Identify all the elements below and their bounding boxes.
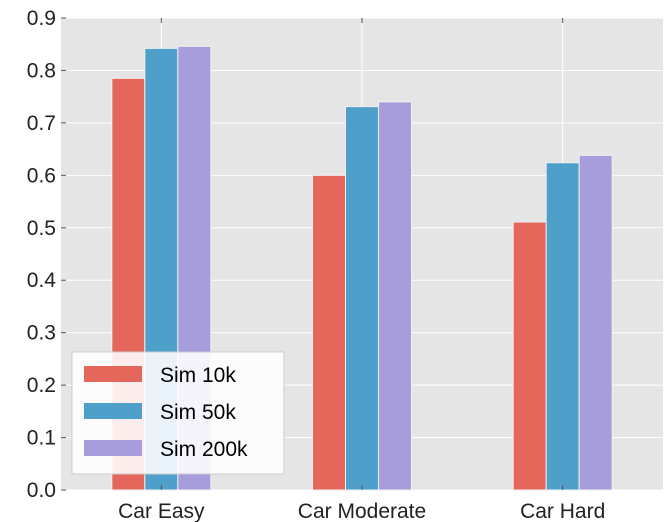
y-tick-label: 0.1 [27,427,56,450]
y-tick-label: 0.4 [27,269,57,292]
bar-sim-200k-1 [378,101,412,491]
y-tick-label: 0.6 [27,164,56,187]
x-tick-label: Car Moderate [298,500,426,522]
bar-sim-10k-2 [512,221,547,491]
legend-label: Sim 200k [160,438,248,461]
bar-sim-50k-1 [345,106,379,491]
legend-swatch [84,440,142,456]
legend-swatch [84,403,142,419]
x-axis: Car Easy Car Moderate Car Hard [118,18,605,522]
bar-sim-200k-2 [578,154,613,491]
y-tick-label: 0.8 [27,59,56,82]
y-tick-label: 0.7 [27,112,56,135]
bar-sim-10k-1 [312,174,346,491]
legend-swatch [84,366,142,382]
bar-sim-50k-2 [545,162,580,491]
legend-label: Sim 50k [160,401,236,424]
y-tick-label: 0.5 [27,217,56,240]
legend: Sim 10k Sim 50k Sim 200k [71,351,285,475]
y-tick-label: 0.9 [27,7,56,30]
x-tick-label: Car Easy [118,500,205,522]
y-axis: 0.0 0.1 0.2 0.3 0.4 0.5 0.6 0.7 0.8 0.9 [27,7,66,502]
legend-label: Sim 10k [160,364,236,387]
bars [111,45,613,491]
y-tick-label: 0.3 [27,322,56,345]
y-tick-label: 0.2 [27,374,56,397]
x-tick-label: Car Hard [520,500,605,522]
y-tick-label: 0.0 [27,479,56,502]
